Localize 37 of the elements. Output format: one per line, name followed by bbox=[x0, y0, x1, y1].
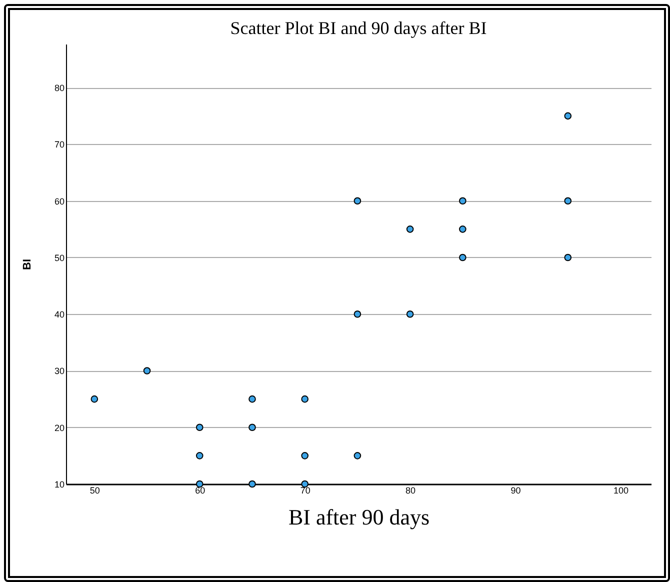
point bbox=[564, 112, 572, 120]
x-tick-label: 60 bbox=[195, 486, 206, 496]
point bbox=[248, 480, 256, 488]
point bbox=[301, 452, 308, 460]
x-tick-label: 100 bbox=[613, 486, 629, 496]
point bbox=[406, 310, 414, 318]
point bbox=[90, 395, 98, 403]
point bbox=[459, 226, 466, 233]
x-tick-label: 80 bbox=[406, 486, 416, 496]
point bbox=[196, 424, 204, 432]
y-tick-label: 30 bbox=[54, 366, 64, 376]
point bbox=[143, 367, 151, 374]
point bbox=[248, 424, 256, 432]
y-tick-label: 80 bbox=[54, 83, 64, 94]
point bbox=[564, 197, 572, 205]
point bbox=[564, 254, 572, 262]
y-tick-label: 40 bbox=[54, 310, 64, 320]
y-axis-title: BI bbox=[21, 259, 34, 270]
point bbox=[354, 452, 362, 460]
x-tick-label: 90 bbox=[510, 486, 521, 496]
point bbox=[354, 310, 362, 318]
y-tick-label: 10 bbox=[54, 480, 64, 490]
y-tick-label: 70 bbox=[54, 140, 64, 150]
x-tick-label: 70 bbox=[300, 486, 310, 496]
x-tick-label: 50 bbox=[90, 486, 100, 496]
point bbox=[196, 452, 204, 460]
point bbox=[248, 395, 256, 403]
y-tick-label: 20 bbox=[54, 422, 64, 433]
y-tick-label: 60 bbox=[54, 196, 64, 206]
point bbox=[406, 226, 414, 233]
y-tick-label: 50 bbox=[54, 252, 64, 263]
point bbox=[301, 395, 308, 403]
x-axis-title: BI after 90 days bbox=[288, 504, 430, 530]
point bbox=[354, 197, 362, 205]
point bbox=[459, 197, 466, 205]
chart-title: Scatter Plot BI and 90 days after BI bbox=[230, 18, 487, 38]
point bbox=[459, 254, 466, 262]
